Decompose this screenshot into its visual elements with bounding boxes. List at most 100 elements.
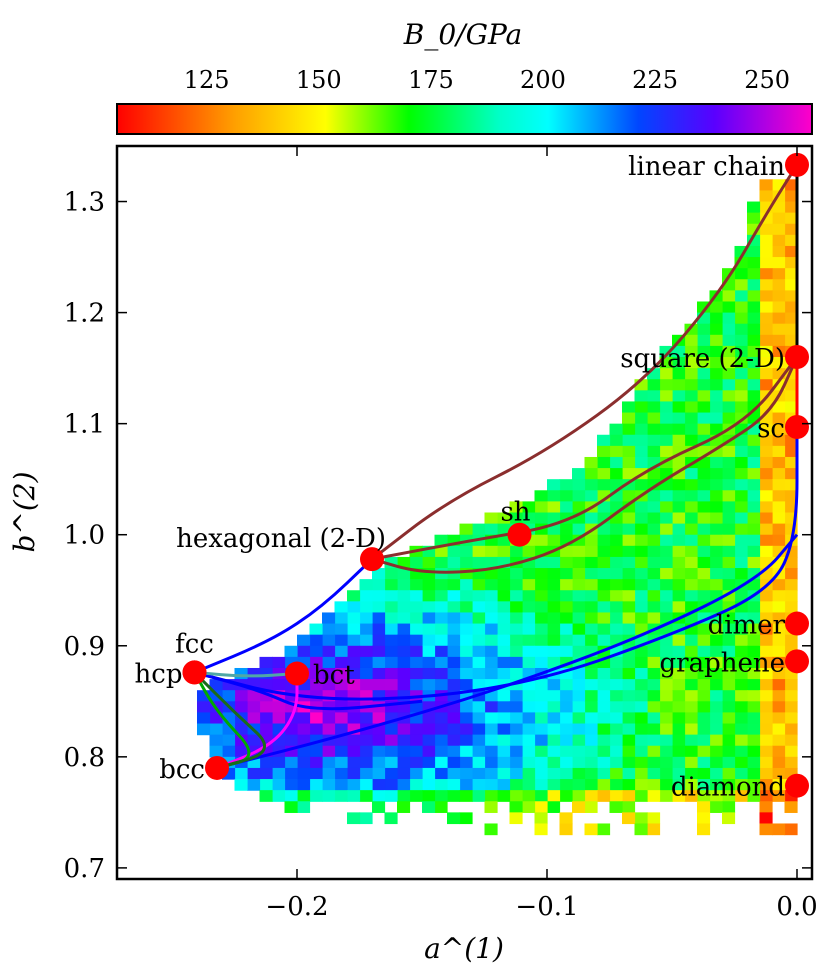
heatmap-cell [722, 545, 736, 558]
heatmap-cell [772, 756, 786, 769]
structure-point [785, 345, 809, 370]
heatmap-cell [447, 734, 461, 747]
heatmap-cell [697, 368, 711, 380]
heatmap-cell [397, 568, 411, 580]
heatmap-cell [359, 812, 373, 825]
heatmap-cell [759, 201, 773, 214]
heatmap-cell [347, 679, 361, 691]
heatmap-cell [759, 401, 773, 414]
heatmap-cell [322, 667, 336, 680]
heatmap-cell [422, 612, 436, 625]
heatmap-cell [697, 301, 711, 314]
heatmap-cell [209, 679, 223, 691]
heatmap-cell [584, 745, 598, 758]
heatmap-cell [622, 656, 636, 669]
heatmap-cell [697, 323, 711, 336]
heatmap-cell [672, 534, 686, 547]
heatmap-cell [709, 601, 723, 614]
heatmap-cell [409, 601, 423, 614]
heatmap-cell [534, 756, 548, 769]
heatmap-cell [622, 712, 636, 725]
heatmap-cell [397, 667, 411, 680]
heatmap-cell [372, 790, 386, 802]
heatmap-cell [334, 745, 348, 758]
heatmap-cell [697, 579, 711, 591]
heatmap-cell [309, 734, 323, 747]
heatmap-cell [734, 268, 748, 280]
heatmap-cell [372, 756, 386, 769]
heatmap-cell [784, 690, 798, 702]
heatmap-cell [697, 434, 711, 447]
heatmap-cell [447, 690, 461, 702]
heatmap-cell [347, 623, 361, 636]
heatmap-cell [297, 801, 311, 813]
heatmap-cell [447, 745, 461, 758]
colorbar: B_0/GPa 125 150 175 200 225 250 [116, 18, 813, 135]
heatmap-cell [372, 679, 386, 691]
heatmap-cell [759, 801, 773, 813]
heatmap-cell [747, 223, 761, 236]
heatmap-cell [472, 545, 486, 558]
heatmap-cell [347, 779, 361, 791]
heatmap-cell [359, 790, 373, 802]
heatmap-cell [709, 412, 723, 425]
heatmap-cell [372, 723, 386, 736]
heatmap-cell [722, 268, 736, 280]
heatmap-cell [497, 623, 511, 636]
heatmap-cell [697, 812, 711, 825]
heatmap-cell [747, 767, 761, 780]
heatmap-cell [772, 456, 786, 469]
heatmap-cell [747, 579, 761, 591]
heatmap-cell [759, 479, 773, 491]
heatmap-cell [747, 701, 761, 714]
heatmap-cell [422, 579, 436, 591]
heatmap-cell [372, 656, 386, 669]
heatmap-cell [722, 767, 736, 780]
heatmap-cell [359, 601, 373, 614]
heatmap-cell [422, 745, 436, 758]
heatmap-cell [634, 568, 648, 580]
heatmap-cell [209, 745, 223, 758]
heatmap-cell [647, 790, 661, 802]
heatmap-cell [634, 545, 648, 558]
heatmap-cell [784, 479, 798, 491]
heatmap-cell [609, 612, 623, 625]
heatmap-cell [284, 767, 298, 780]
heatmap-cell [509, 634, 523, 647]
heatmap-cell [272, 756, 286, 769]
heatmap-cell [659, 357, 673, 369]
heatmap-cell [559, 490, 573, 502]
heatmap-cell [509, 734, 523, 747]
heatmap-cell [309, 712, 323, 725]
heatmap-cell [722, 656, 736, 669]
heatmap-cell [609, 701, 623, 714]
heatmap-cell [484, 712, 498, 725]
heatmap-cell [622, 679, 636, 691]
heatmap-cell [672, 556, 686, 569]
heatmap-cell [659, 390, 673, 403]
heatmap-cell [734, 523, 748, 536]
heatmap-cell [522, 779, 536, 791]
heatmap-cell [434, 656, 448, 669]
heatmap-cell [622, 412, 636, 425]
heatmap-cell [634, 823, 648, 836]
heatmap-cell [784, 556, 798, 569]
heatmap-cell [684, 545, 698, 558]
heatmap-cell [522, 590, 536, 602]
heatmap-cell [559, 767, 573, 780]
colorbar-ticks: 125 150 175 200 225 250 [184, 66, 790, 112]
heatmap-cell [484, 779, 498, 791]
heatmap-cell [509, 656, 523, 669]
heatmap-cell [622, 779, 636, 791]
heatmap-cell [584, 601, 598, 614]
heatmap-cell [772, 179, 786, 192]
heatmap-cell [684, 468, 698, 480]
heatmap-cell [409, 679, 423, 691]
heatmap-cell [572, 756, 586, 769]
x-tick-label: 0.0 [776, 892, 817, 922]
heatmap-cell [634, 645, 648, 658]
heatmap-cell [334, 756, 348, 769]
heatmap-cell [672, 379, 686, 391]
heatmap-cell [622, 623, 636, 636]
structure-point [205, 755, 229, 780]
